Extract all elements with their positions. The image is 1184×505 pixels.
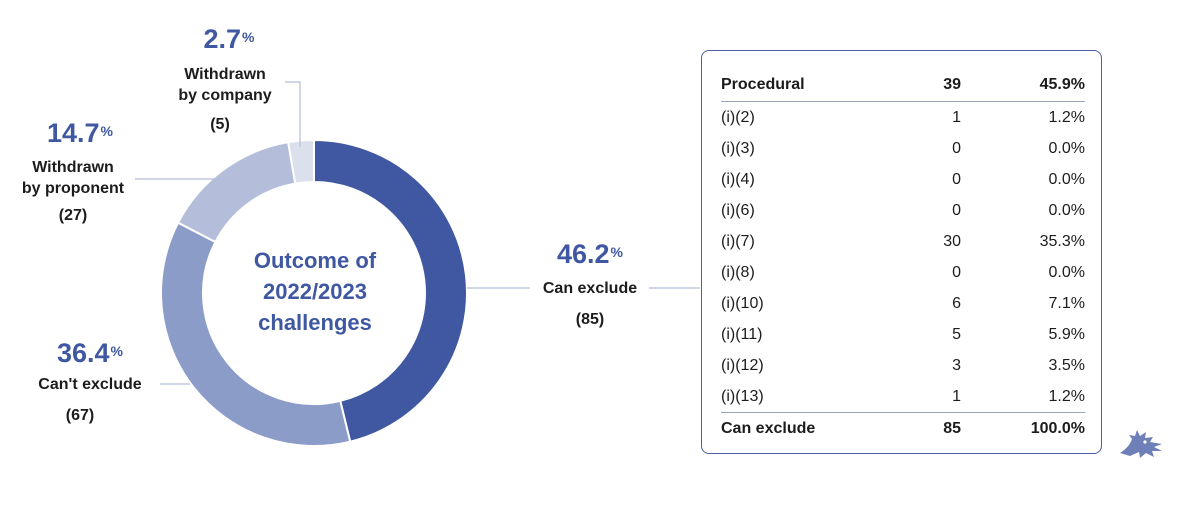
breakdown-table-panel: Procedural 39 45.9% (i)(2) 1 1.2% (i)(3) 0 0.… bbox=[701, 50, 1102, 454]
table-cell: 0.0% bbox=[1048, 139, 1085, 157]
donut-slices bbox=[160, 138, 468, 447]
table-cell: 35.3% bbox=[1039, 232, 1085, 250]
table-cell: (i)(8) bbox=[721, 263, 755, 281]
withdrawn-proponent-label-line: Withdrawn bbox=[32, 159, 114, 176]
withdrawn-proponent-label: Withdrawn by proponent bbox=[0, 157, 146, 199]
table-cell: 0 bbox=[952, 170, 961, 188]
cant-exclude-count: (67) bbox=[65, 407, 95, 424]
table-cell: 85 bbox=[871, 412, 961, 445]
table-cell: 1.2% bbox=[1048, 387, 1085, 405]
table-cell: 3 bbox=[952, 356, 961, 374]
table-footer-row: Can exclude 85 100.0% bbox=[721, 412, 1085, 445]
table-header-row: Procedural 39 45.9% bbox=[721, 69, 1085, 102]
table-cell: 0.0% bbox=[1048, 170, 1085, 188]
table-cell: 0 bbox=[952, 139, 961, 157]
table-row: (i)(11) 5 5.9% bbox=[721, 319, 1085, 350]
slice-withdrawn-by-proponent bbox=[176, 141, 297, 244]
center-title-line: 2022/2023 bbox=[263, 279, 367, 304]
breakdown-table: Procedural 39 45.9% (i)(2) 1 1.2% (i)(3) 0 0.… bbox=[721, 69, 1085, 445]
table-cell: 39 bbox=[871, 69, 961, 102]
can-exclude-percent: 46.2% bbox=[530, 239, 650, 269]
table-row: (i)(10) 6 7.1% bbox=[721, 288, 1085, 319]
withdrawn-company-percent-value: 2.7 bbox=[203, 24, 242, 54]
can-exclude-count: (85) bbox=[575, 311, 605, 328]
table-cell: 0.0% bbox=[1048, 263, 1085, 281]
table-row: (i)(4) 0 0.0% bbox=[721, 164, 1085, 195]
withdrawn-company-label-line: Withdrawn bbox=[184, 66, 266, 83]
table-row: (i)(3) 0 0.0% bbox=[721, 133, 1085, 164]
percent-sign: % bbox=[100, 123, 113, 139]
percent-sign: % bbox=[610, 244, 623, 260]
table-cell: 1 bbox=[952, 108, 961, 126]
leader-lines bbox=[135, 81, 700, 385]
withdrawn-company-percent: 2.7% bbox=[169, 24, 289, 54]
table-cell: (i)(13) bbox=[721, 387, 764, 405]
can-exclude-percent-value: 46.2 bbox=[556, 239, 610, 269]
table-cell: 5.9% bbox=[1048, 325, 1085, 343]
leader-withdrawn-company bbox=[285, 81, 301, 147]
table-cell: 3.5% bbox=[1048, 356, 1085, 374]
table-cell: 0.0% bbox=[1048, 201, 1085, 219]
cant-exclude-percent-value: 36.4 bbox=[56, 338, 110, 368]
table-cell: 0 bbox=[952, 263, 961, 281]
withdrawn-proponent-count: (27) bbox=[58, 207, 88, 224]
withdrawn-proponent-percent-value: 14.7 bbox=[46, 118, 100, 148]
table-cell: 1.2% bbox=[1048, 108, 1085, 126]
percent-sign: % bbox=[110, 343, 123, 359]
table-row: (i)(13) 1 1.2% bbox=[721, 381, 1085, 413]
slice-withdrawn-by-company bbox=[287, 138, 315, 185]
chart-center-title: Outcome of 2022/2023 challenges bbox=[215, 245, 415, 338]
table-row: (i)(7) 30 35.3% bbox=[721, 226, 1085, 257]
table-cell: 1 bbox=[952, 387, 961, 405]
table-cell: Procedural bbox=[721, 69, 871, 102]
table-cell: (i)(7) bbox=[721, 232, 755, 250]
percent-sign: % bbox=[242, 29, 255, 45]
table-cell: 45.9% bbox=[961, 69, 1085, 102]
table-cell: (i)(2) bbox=[721, 108, 755, 126]
table-cell: (i)(11) bbox=[721, 325, 763, 343]
table-row: (i)(12) 3 3.5% bbox=[721, 350, 1085, 381]
withdrawn-proponent-label-line: by proponent bbox=[21, 180, 125, 197]
table-cell: (i)(4) bbox=[721, 170, 755, 188]
table-row: (i)(6) 0 0.0% bbox=[721, 195, 1085, 226]
table-cell: (i)(12) bbox=[721, 356, 764, 374]
table-cell: 7.1% bbox=[1048, 294, 1085, 312]
table-cell: (i)(10) bbox=[721, 294, 764, 312]
slice-can-exclude bbox=[313, 138, 468, 443]
table-cell: 30 bbox=[943, 232, 961, 250]
withdrawn-company-label: Withdrawn by company bbox=[150, 64, 300, 106]
cant-exclude-percent: 36.4% bbox=[20, 338, 160, 368]
withdrawn-proponent-percent: 14.7% bbox=[10, 118, 150, 148]
cant-exclude-label: Can't exclude bbox=[38, 376, 142, 393]
table-row: (i)(8) 0 0.0% bbox=[721, 257, 1085, 288]
table-cell: 5 bbox=[952, 325, 961, 343]
table-cell: 6 bbox=[952, 294, 961, 312]
can-exclude-label: Can exclude bbox=[542, 280, 638, 297]
table-cell: 100.0% bbox=[961, 412, 1085, 445]
table-cell: (i)(6) bbox=[721, 201, 755, 219]
table-cell: 0 bbox=[952, 201, 961, 219]
center-title-line: Outcome of bbox=[253, 248, 377, 273]
table-cell: Can exclude bbox=[721, 412, 871, 445]
slice-can-t-exclude bbox=[160, 221, 352, 447]
table-cell: (i)(3) bbox=[721, 139, 755, 157]
dragon-logo-icon bbox=[1120, 430, 1162, 458]
table-row: (i)(2) 1 1.2% bbox=[721, 102, 1085, 134]
withdrawn-company-label-line: by company bbox=[178, 87, 272, 104]
center-title-line: challenges bbox=[258, 310, 372, 335]
withdrawn-company-count: (5) bbox=[210, 116, 230, 133]
